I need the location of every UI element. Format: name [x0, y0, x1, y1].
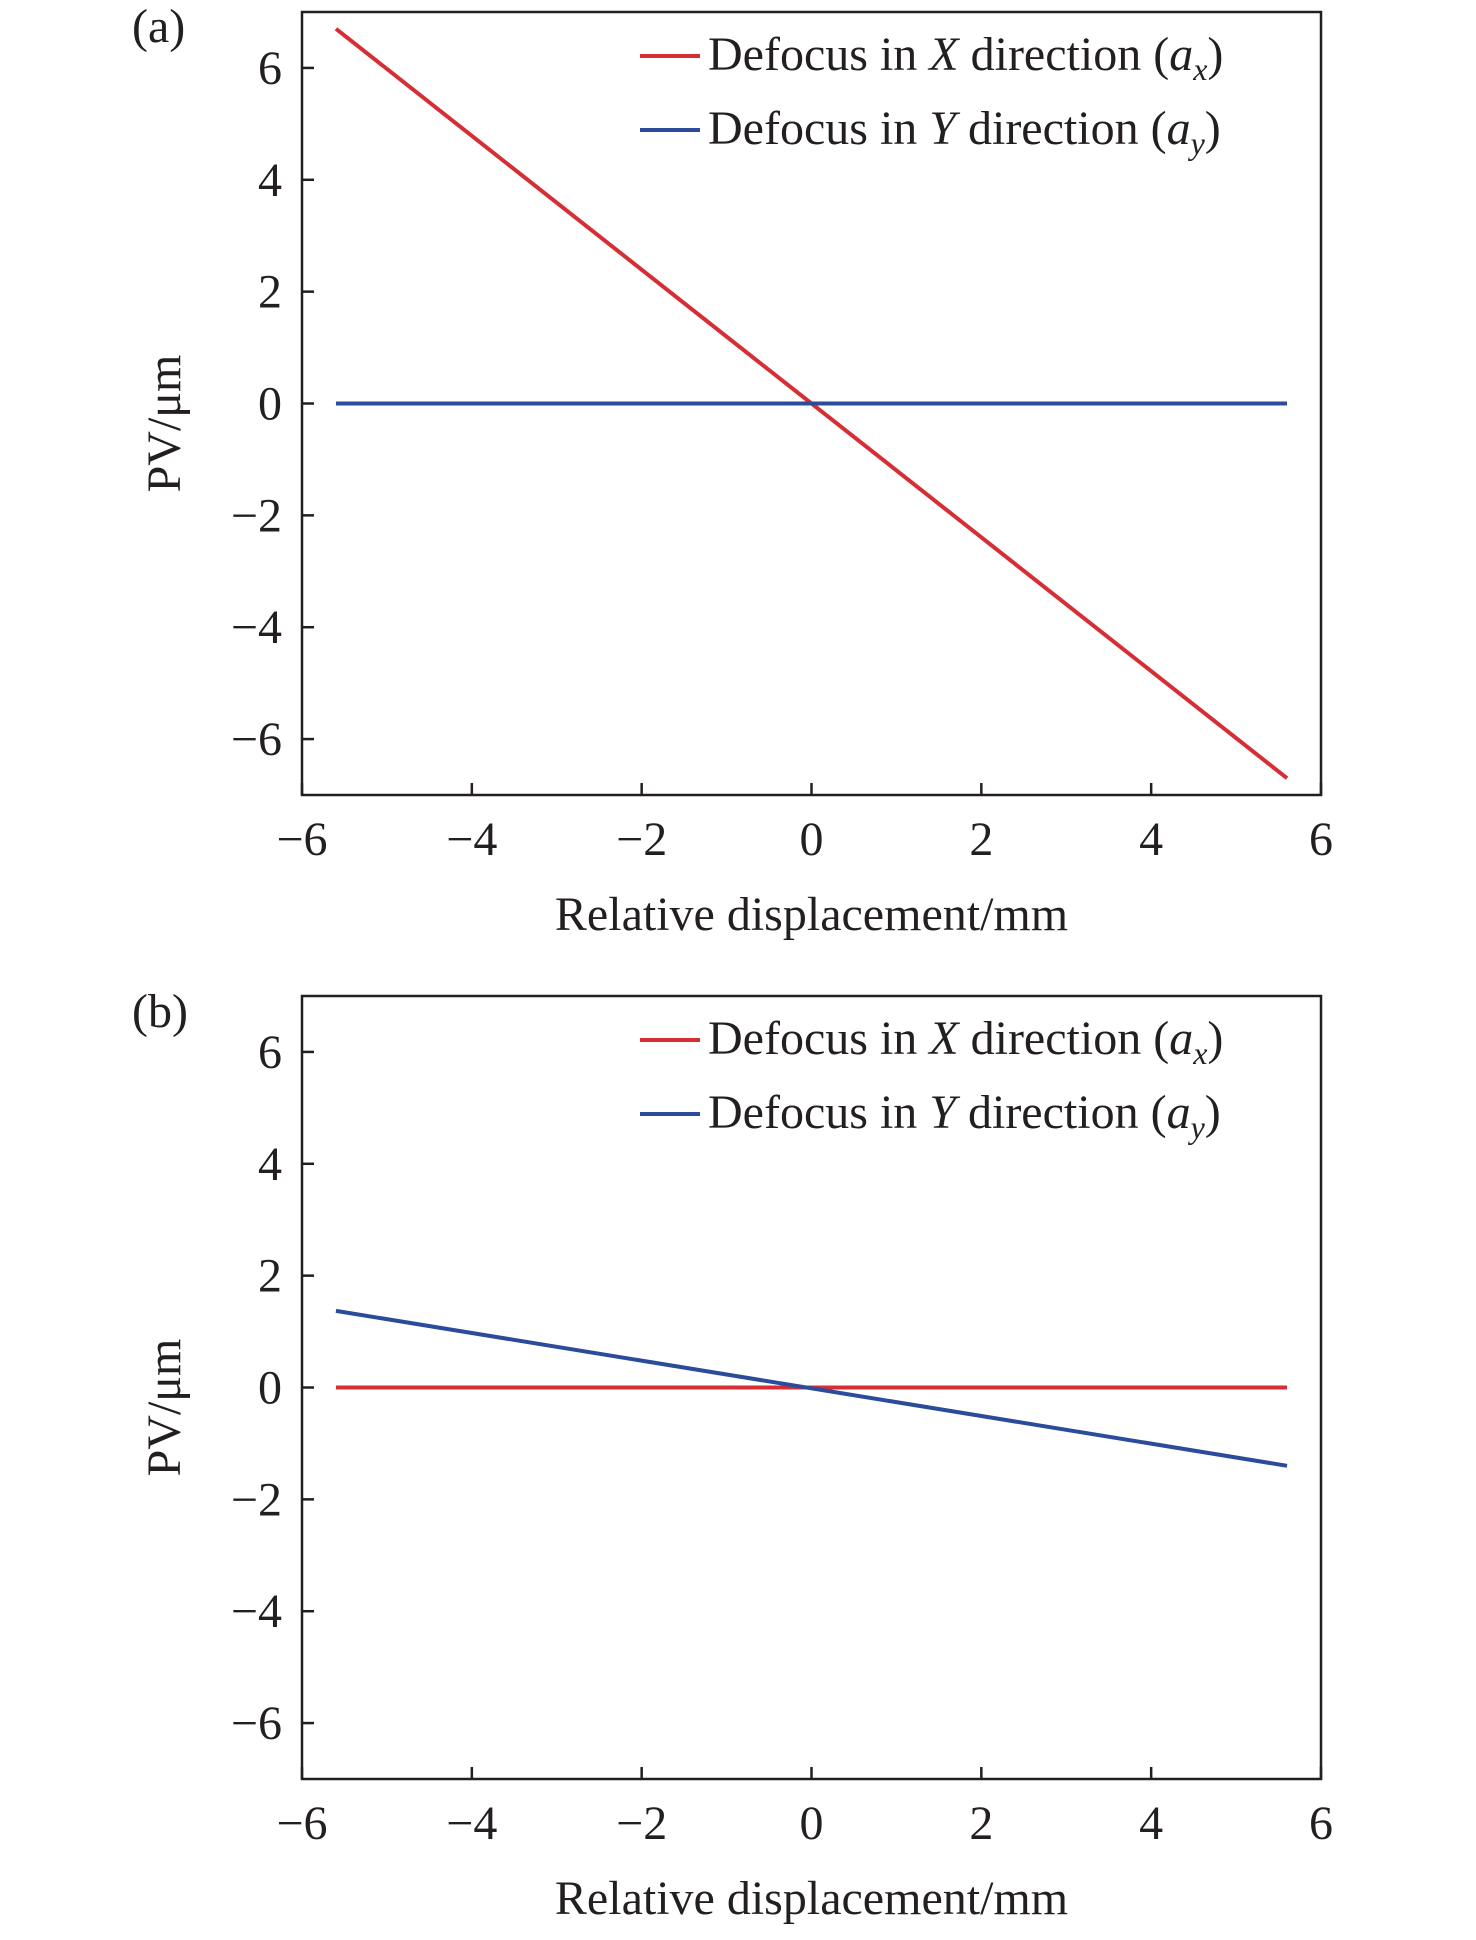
y-tick-label: −6 — [231, 713, 282, 766]
legend-entry-y: Defocus in Y direction (ay) — [708, 1086, 1221, 1145]
legend-entry-x: Defocus in X direction (ax) — [708, 28, 1223, 87]
y-tick-label: 2 — [258, 266, 282, 319]
y-tick-label: −6 — [231, 1697, 282, 1750]
legend-a: a — [1167, 102, 1191, 155]
legend-end: ) — [1205, 1086, 1221, 1139]
series-line-y — [335, 1308, 1288, 1468]
chart-panel-b: −6 −4 −2 0 2 4 6 −6 −4 −2 0 2 4 6 Relative displacemen… — [132, 985, 1333, 1925]
legend-prefix: Defocus in — [708, 1086, 929, 1139]
x-tick-label: −4 — [446, 813, 497, 866]
x-tick-label: −6 — [276, 813, 327, 866]
y-tick-label: −4 — [231, 1585, 282, 1638]
legend-axis: X — [927, 28, 960, 81]
legend-a: a — [1169, 28, 1193, 81]
legend-sub: x — [1192, 51, 1207, 87]
x-tick-label: 0 — [800, 813, 824, 866]
chart-panel-a: −6 −4 −2 0 2 4 6 −6 −4 −2 0 2 4 6 Relative displacemen… — [132, 0, 1333, 941]
y-axis-title: PV/μm — [138, 355, 191, 493]
x-tick-label: 0 — [800, 1797, 824, 1850]
legend-axis: Y — [929, 102, 960, 155]
legend-end: ) — [1207, 28, 1223, 81]
legend-mid: direction ( — [959, 1012, 1170, 1065]
y-tick-label: −2 — [231, 1473, 282, 1526]
x-tick-label: 6 — [1309, 1797, 1333, 1850]
legend: Defocus in X direction (ax)Defocus in Y … — [640, 1012, 1223, 1145]
legend-end: ) — [1207, 1012, 1223, 1065]
x-axis-title: Relative displacement/mm — [555, 1872, 1068, 1925]
x-tick-label: −2 — [616, 1797, 667, 1850]
y-tick-label: 6 — [258, 42, 282, 95]
legend-prefix: Defocus in — [708, 1012, 929, 1065]
x-tick-label: 4 — [1139, 1797, 1163, 1850]
x-tick-label: −6 — [276, 1797, 327, 1850]
legend-prefix: Defocus in — [708, 28, 929, 81]
legend-a: a — [1169, 1012, 1193, 1065]
x-axis-title: Relative displacement/mm — [555, 888, 1068, 941]
y-tick-label: 4 — [258, 1138, 282, 1191]
legend-sub: y — [1188, 1109, 1206, 1145]
x-tick-label: −2 — [616, 813, 667, 866]
y-axis-title: PV/μm — [138, 1339, 191, 1477]
x-tick-label: 4 — [1139, 813, 1163, 866]
legend-mid: direction ( — [959, 28, 1170, 81]
y-tick-label: 4 — [258, 154, 282, 207]
legend-mid: direction ( — [956, 1086, 1167, 1139]
y-tick-label: 6 — [258, 1026, 282, 1079]
x-tick-label: 2 — [969, 813, 993, 866]
legend-sub: y — [1188, 125, 1206, 161]
y-tick-label: 2 — [258, 1250, 282, 1303]
x-tick-label: −4 — [446, 1797, 497, 1850]
y-tick-label: −2 — [231, 489, 282, 542]
legend-a: a — [1167, 1086, 1191, 1139]
legend-prefix: Defocus in — [708, 102, 929, 155]
legend-axis: Y — [929, 1086, 960, 1139]
y-tick-label: −4 — [231, 601, 282, 654]
x-tick-label: 2 — [969, 1797, 993, 1850]
legend-end: ) — [1205, 102, 1221, 155]
x-tick-label: 6 — [1309, 813, 1333, 866]
legend-sub: x — [1192, 1035, 1207, 1071]
legend-entry-x: Defocus in X direction (ax) — [708, 1012, 1223, 1071]
y-tick-label: 0 — [258, 378, 282, 431]
legend-axis: X — [927, 1012, 960, 1065]
y-tick-label: 0 — [258, 1362, 282, 1415]
panel-label: (a) — [132, 0, 185, 53]
legend: Defocus in X direction (ax)Defocus in Y … — [640, 28, 1223, 161]
panel-label: (b) — [132, 985, 188, 1038]
legend-mid: direction ( — [956, 102, 1167, 155]
legend-entry-y: Defocus in Y direction (ay) — [708, 102, 1221, 161]
